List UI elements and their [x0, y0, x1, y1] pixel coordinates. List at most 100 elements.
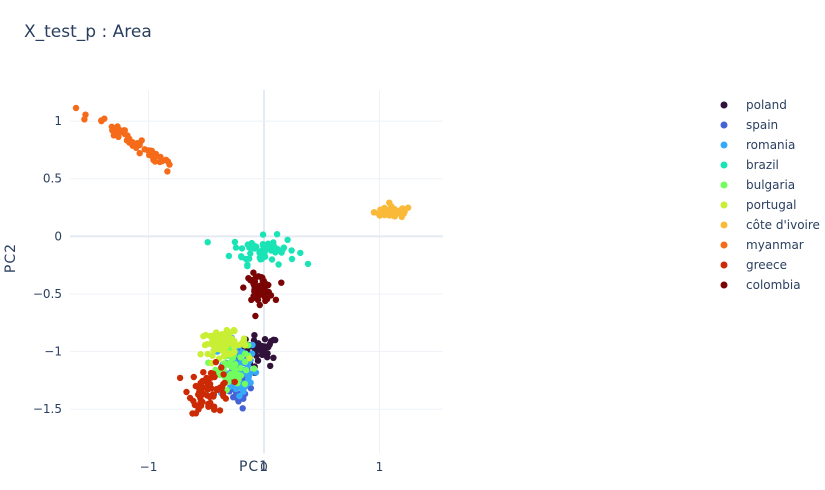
data-point: [250, 269, 257, 276]
data-point: [256, 248, 264, 255]
data-point: [257, 256, 264, 263]
legend-item[interactable]: colombia: [720, 278, 801, 292]
data-point: [241, 380, 249, 388]
data-point: [254, 357, 262, 364]
data-point: [241, 338, 248, 346]
legend-marker: [720, 261, 728, 269]
legend[interactable]: poland spain romania brazil bulgaria portugal…: [720, 98, 820, 292]
data-point: [231, 343, 238, 350]
data-point: [251, 332, 258, 339]
data-point: [265, 241, 273, 248]
data-point: [241, 358, 249, 365]
legend-marker: [720, 101, 728, 109]
legend-label: myanmar: [746, 238, 804, 252]
series-c-te-d-ivoire: [370, 199, 412, 221]
legend-marker: [720, 161, 728, 169]
series-colombia: [240, 269, 285, 320]
y-axis-title: PC2: [3, 243, 19, 273]
data-point: [237, 364, 244, 372]
grid-lines: [70, 90, 443, 453]
legend-marker: [720, 181, 728, 189]
data-point: [399, 205, 406, 212]
legend-item[interactable]: bulgaria: [720, 178, 796, 192]
legend-item[interactable]: côte d'ivoire: [720, 218, 820, 232]
data-point: [268, 256, 276, 263]
data-point: [186, 394, 194, 402]
data-point: [228, 335, 235, 342]
data-point: [205, 400, 212, 408]
data-point: [267, 362, 274, 370]
legend-item[interactable]: myanmar: [720, 238, 804, 252]
data-point: [255, 273, 262, 280]
data-point: [148, 147, 156, 155]
x-tick-label: −1: [140, 460, 158, 474]
data-point: [231, 366, 239, 374]
data-point: [199, 398, 206, 406]
data-point: [288, 247, 295, 254]
data-point: [272, 336, 279, 344]
data-point: [72, 104, 80, 112]
legend-label: poland: [746, 98, 787, 112]
data-point: [231, 373, 238, 380]
data-point: [226, 351, 233, 358]
data-point: [404, 204, 412, 211]
data-point: [272, 296, 280, 303]
legend-marker: [720, 141, 728, 149]
data-point: [246, 355, 253, 362]
data-point: [278, 279, 285, 286]
data-point: [256, 301, 263, 309]
data-point: [204, 239, 211, 246]
data-point: [141, 146, 148, 153]
data-point: [213, 385, 220, 393]
data-point: [231, 348, 238, 356]
data-point: [243, 367, 250, 374]
data-point: [247, 385, 254, 392]
y-tick-label: 1: [54, 114, 62, 128]
legend-item[interactable]: portugal: [720, 198, 797, 212]
legend-label: spain: [746, 118, 778, 132]
data-point: [267, 292, 275, 299]
data-point: [195, 391, 202, 398]
series-myanmar: [72, 104, 173, 175]
data-point: [138, 137, 145, 144]
data-point: [252, 312, 259, 320]
legend-item[interactable]: spain: [720, 118, 779, 132]
data-point: [245, 275, 252, 282]
chart-title: X_test_p : Area: [24, 22, 152, 42]
data-point: [192, 382, 199, 390]
tick-labels: −1 0 1 1 0.5 0 −0.5 −1 −1.5: [33, 114, 383, 474]
data-point: [250, 365, 258, 372]
data-points: [72, 104, 412, 417]
data-point: [108, 123, 116, 130]
data-point: [117, 127, 124, 134]
legend-item[interactable]: romania: [720, 138, 796, 152]
data-point: [248, 296, 255, 303]
data-point: [260, 350, 267, 358]
y-tick-label: −1.5: [33, 402, 62, 416]
data-point: [209, 352, 216, 359]
legend-item[interactable]: greece: [720, 258, 788, 272]
data-point: [206, 332, 214, 340]
legend-item[interactable]: poland: [720, 98, 787, 112]
data-point: [278, 249, 285, 256]
data-point: [370, 209, 378, 216]
data-point: [220, 392, 227, 400]
legend-marker: [720, 281, 728, 289]
data-point: [280, 244, 288, 251]
legend-item[interactable]: brazil: [720, 158, 779, 172]
legend-label: côte d'ivoire: [746, 218, 820, 232]
data-point: [259, 231, 267, 238]
legend-marker: [720, 241, 728, 249]
data-point: [191, 401, 199, 409]
data-point: [284, 236, 291, 243]
data-point: [288, 255, 296, 263]
y-tick-label: −1: [44, 345, 62, 359]
series-greece: [176, 358, 238, 417]
data-point: [251, 286, 258, 293]
legend-label: brazil: [746, 158, 779, 172]
data-point: [151, 158, 159, 165]
legend-label: portugal: [746, 198, 797, 212]
data-point: [238, 254, 245, 261]
data-point: [381, 204, 388, 212]
